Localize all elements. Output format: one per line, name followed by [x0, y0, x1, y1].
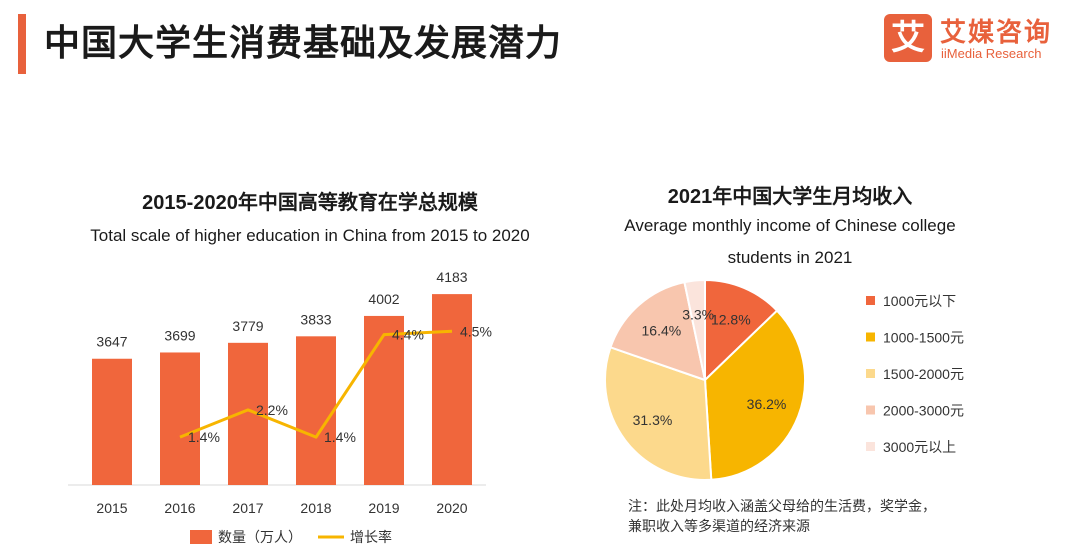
legend-swatch-1 — [866, 332, 875, 342]
bar-value-label-2018: 3833 — [300, 311, 331, 327]
pie-chart-subtitle-line-2: students in 2021 — [727, 248, 853, 267]
logo-mark: 艾 — [884, 14, 932, 62]
x-tick-label-2015: 2015 — [96, 500, 127, 516]
pie-slice-label-1: 36.2% — [747, 396, 787, 412]
pie-chart-title: 2021年中国大学生月均收入 — [667, 186, 913, 208]
bar-2018 — [296, 336, 336, 485]
pie-slice-4 — [683, 278, 706, 381]
legend-label-0: 1000元以下 — [883, 293, 956, 309]
legend-swatch-2 — [866, 369, 875, 378]
legend-swatch-4 — [866, 442, 875, 451]
pie-chart: 12.8% 36.2% 31.3% 16.4%3.3% 1000元以下 1000-1500… — [604, 278, 964, 481]
x-tick-label-2016: 2016 — [164, 500, 195, 516]
growth-rate-label-2020: 4.5% — [460, 323, 492, 339]
title-accent-bar — [18, 14, 26, 74]
growth-rate-label-2018: 1.4% — [324, 429, 356, 445]
bar-2016 — [160, 352, 200, 485]
pie-slice-label-3: 16.4% — [642, 322, 682, 338]
x-tick-label-2019: 2019 — [368, 500, 399, 516]
legend-label-1: 1000-1500元 — [883, 330, 964, 346]
pie-slice-3 — [609, 280, 707, 382]
pie-chart-note: 注：此处月均收入涵盖父母给的生活费，奖学金，兼职收入等多渠道的经济来源 — [628, 498, 936, 534]
legend-label-3: 2000-3000元 — [883, 403, 964, 419]
pie-slice-label-0: 12.8% — [711, 311, 751, 327]
legend-swatch-0 — [866, 296, 875, 305]
logo-chinese-name: 艾媒咨询 — [940, 17, 1053, 47]
bar-chart-subtitle: Total scale of higher education in China… — [90, 226, 530, 245]
bar-value-label-2017: 3779 — [232, 318, 263, 334]
pie-slice-1 — [703, 309, 806, 481]
logo: 艾 艾媒咨询 iiMedia Research — [884, 12, 1064, 68]
growth-rate-label-2019: 4.4% — [392, 327, 424, 343]
bar-value-label-2019: 4002 — [368, 291, 399, 307]
bar-2019 — [364, 315, 404, 485]
x-tick-label-2020: 2020 — [436, 500, 467, 516]
page-title: 中国大学生消费基础及发展潜力 — [44, 22, 563, 63]
bar-chart-title: 2015-2020年中国高等教育在学总规模 — [142, 192, 478, 214]
growth-rate-line — [179, 329, 453, 439]
bar-2020 — [432, 294, 472, 485]
legend-label-2: 1500-2000元 — [883, 366, 964, 382]
pie-slice-0 — [704, 278, 779, 383]
growth-rate-label-2016: 1.4% — [188, 429, 220, 445]
legend-swatch-3 — [866, 405, 875, 415]
pie-slice-label-2: 31.3% — [633, 412, 673, 428]
bar-value-label-2016: 3699 — [164, 327, 195, 343]
pie-chart-subtitle-line-1: Average monthly income of Chinese colleg… — [624, 216, 956, 235]
pie-slice-label-4: 3.3% — [682, 306, 714, 322]
legend-label-quantity: 数量（万人） — [218, 529, 302, 545]
x-tick-label-2017: 2017 — [232, 500, 263, 516]
pie-slice-2 — [604, 346, 713, 481]
legend-label-4: 3000元以上 — [883, 439, 956, 455]
growth-rate-label-2017: 2.2% — [256, 402, 288, 418]
bar-value-label-2015: 3647 — [96, 334, 127, 350]
legend-swatch-quantity — [190, 530, 212, 544]
legend-label-growth: 增长率 — [350, 529, 392, 545]
bar-2015 — [92, 358, 132, 485]
x-tick-label-2018: 2018 — [300, 500, 331, 516]
bar-value-label-2020: 4183 — [436, 269, 467, 285]
bar-chart: 3647 2015 3699 2016 3779 2017 3833 2018 4002 2019… — [68, 269, 492, 545]
logo-english-name: iiMedia Research — [941, 46, 1042, 61]
